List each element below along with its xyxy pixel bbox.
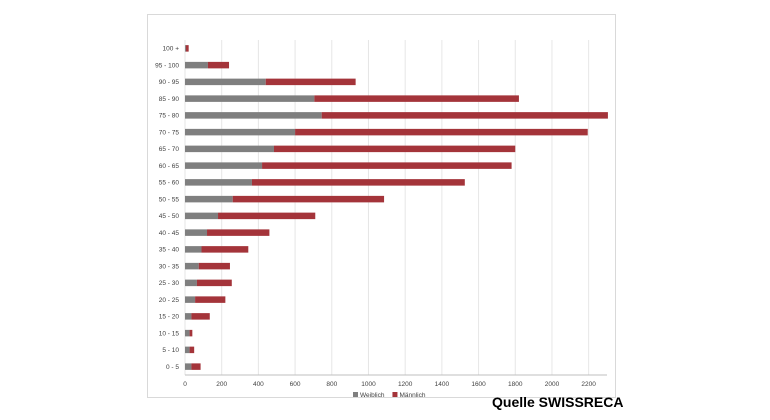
y-tick-label: 15 - 20: [159, 314, 180, 321]
y-tick-label: 75 - 80: [159, 113, 180, 120]
bar-weiblich-13: [185, 262, 199, 270]
x-tick-label-400: 400: [253, 381, 264, 388]
bar-mnnlich-5: [295, 128, 588, 136]
y-tick-label: 65 - 70: [159, 146, 180, 153]
population-bar-chart: 0 200 400 600 800 1000 1200 1400 1600 1800 2000 220…: [155, 40, 608, 399]
y-tick-label: 35 - 40: [159, 247, 180, 254]
y-tick-label: 50 - 55: [159, 196, 180, 203]
bar-mnnlich-9: [232, 195, 385, 203]
bar-weiblich-19: [185, 363, 192, 370]
y-tick-label: 100 +: [163, 46, 180, 53]
bar-mnnlich-18: [189, 346, 195, 354]
bar-weiblich-6: [185, 145, 274, 153]
bar-weiblich-11: [185, 229, 208, 236]
bar-weiblich-3: [185, 95, 315, 102]
bar-weiblich-17: [185, 329, 190, 337]
bar-layer: [185, 45, 608, 370]
y-tick-label: 10 - 15: [159, 330, 180, 337]
bar-mnnlich-6: [273, 145, 516, 153]
bar-mnnlich-19: [191, 363, 201, 370]
bar-weiblich-10: [185, 212, 219, 220]
legend: Weiblich Männlich: [353, 392, 426, 399]
legend-label-0: Weiblich: [360, 392, 385, 399]
x-tick-label-800: 800: [326, 381, 337, 388]
y-tick-label: 30 - 35: [159, 263, 180, 270]
legend-swatch-0: [353, 392, 358, 397]
y-tick-label: 70 - 75: [159, 129, 180, 136]
bar-weiblich-9: [185, 195, 233, 203]
bar-mnnlich-8: [251, 179, 465, 186]
x-tick-label-200: 200: [216, 381, 227, 388]
y-tick-label: 5 - 10: [162, 347, 179, 354]
chart-frame: 0 200 400 600 800 1000 1200 1400 1600 1800 2000 220…: [147, 14, 616, 399]
bar-weiblich-4: [185, 112, 322, 119]
bar-mnnlich-3: [314, 95, 519, 102]
legend-swatch-1: [392, 392, 398, 397]
y-tick-label: 40 - 45: [159, 230, 180, 237]
bar-weiblich-15: [185, 296, 196, 303]
bar-mnnlich-14: [196, 279, 232, 287]
bar-weiblich-8: [185, 179, 252, 186]
y-tick-label: 90 - 95: [159, 79, 180, 86]
y-tick-label: 0 - 5: [166, 364, 179, 371]
y-tick-label: 55 - 60: [159, 180, 180, 187]
y-tick-label: 25 - 30: [159, 280, 180, 287]
x-tick-label-1600: 1600: [471, 381, 486, 388]
bar-mnnlich-2: [265, 78, 356, 86]
bar-mnnlich-7: [262, 162, 512, 169]
source-label: Quelle SWISSRECA: [492, 394, 624, 410]
bar-mnnlich-10: [218, 212, 316, 220]
x-tick-label-2200: 2200: [581, 381, 596, 388]
y-tick-label: 20 - 25: [159, 297, 180, 304]
bar-mnnlich-12: [201, 246, 249, 253]
bar-weiblich-18: [185, 346, 190, 354]
axis-layer: 0 200 400 600 800 1000 1200 1400 1600 1800 2000 220…: [155, 46, 607, 388]
bar-mnnlich-11: [207, 229, 270, 236]
bar-weiblich-2: [185, 78, 266, 86]
bar-weiblich-0: [185, 45, 186, 52]
x-tick-label-600: 600: [290, 381, 301, 388]
y-tick-label: 85 - 90: [159, 96, 180, 103]
y-tick-label: 60 - 65: [159, 163, 180, 170]
grid-layer: [184, 40, 590, 375]
bar-weiblich-16: [185, 313, 192, 320]
x-tick-label-1800: 1800: [508, 381, 523, 388]
bar-mnnlich-1: [207, 61, 230, 69]
legend-label-1: Männlich: [399, 392, 425, 399]
bar-mnnlich-15: [195, 296, 226, 303]
bar-weiblich-1: [185, 61, 208, 69]
bar-mnnlich-4: [321, 112, 608, 119]
bar-mnnlich-13: [198, 262, 230, 270]
x-tick-label-1000: 1000: [361, 381, 376, 388]
bar-weiblich-12: [185, 246, 202, 253]
bar-weiblich-5: [185, 128, 296, 136]
y-tick-label: 45 - 50: [159, 213, 180, 220]
x-tick-label-2000: 2000: [545, 381, 560, 388]
bar-weiblich-14: [185, 279, 197, 287]
x-tick-label-1400: 1400: [435, 381, 450, 388]
x-tick-label-1200: 1200: [398, 381, 413, 388]
bar-mnnlich-0: [185, 45, 189, 52]
y-tick-label: 95 - 100: [155, 62, 179, 69]
bar-mnnlich-17: [189, 329, 193, 337]
bar-mnnlich-16: [191, 313, 210, 320]
x-tick-label-0: 0: [183, 381, 187, 388]
bar-weiblich-7: [185, 162, 263, 169]
